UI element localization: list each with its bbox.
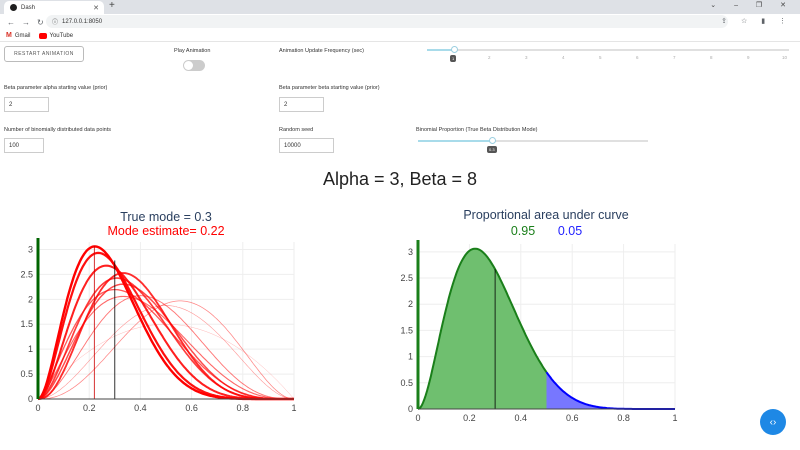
posterior-curves-chart: True mode = 0.3 Mode estimate= 0.22 0 0.2… (20, 210, 296, 413)
alpha-prior-input[interactable]: 2 (4, 97, 49, 112)
right-area-value: 0.05 (558, 224, 582, 238)
binomial-proportion-label: Binomial Proportion (True Beta Distribut… (416, 127, 538, 133)
slider-tick: 7 (673, 55, 676, 60)
y-tick-label: 0.5 (400, 378, 413, 388)
y-tick-label: 3 (408, 247, 413, 257)
slider-tick: 6 (636, 55, 639, 60)
x-tick-label: 0 (415, 413, 420, 423)
address-bar[interactable]: ⓘ 127.0.0.1:8050 (46, 15, 728, 28)
update-frequency-label: Animation Update Frequency (sec) (279, 48, 364, 54)
beta-prior-input[interactable]: 2 (279, 97, 324, 112)
posterior-curve (37, 295, 294, 400)
info-icon[interactable]: ⓘ (52, 20, 59, 26)
slider-handle[interactable] (451, 46, 458, 53)
play-animation-toggle[interactable] (183, 60, 205, 71)
close-tab-icon[interactable]: ✕ (93, 4, 99, 12)
bookmark-label: Gmail (14, 32, 31, 39)
x-tick-label: 1 (672, 413, 677, 423)
beta-prior-label: Beta parameter beta starting value (prio… (279, 85, 380, 91)
slider-value-tooltip: 0.3 (487, 146, 497, 153)
y-tick-label: 0.5 (20, 369, 33, 379)
posterior-curve (37, 264, 294, 401)
x-tick-label: 0.6 (185, 403, 198, 413)
y-tick-label: 2.5 (20, 269, 33, 279)
posterior-curve (37, 295, 294, 400)
slider-tick: 5 (599, 55, 602, 60)
reload-icon[interactable]: ↻ (37, 17, 44, 27)
y-tick-label: 3 (28, 244, 33, 254)
x-tick-label: 1 (291, 403, 296, 413)
youtube-icon (38, 32, 47, 39)
left-area-fill (418, 248, 547, 409)
slider-track (418, 140, 493, 142)
slider-track (427, 49, 454, 51)
x-tick-label: 0 (35, 403, 40, 413)
slider-value-tooltip: 1 (450, 55, 457, 62)
slider-tick: 8 (710, 55, 713, 60)
toggle-knob[interactable] (184, 61, 193, 70)
y-tick-label: 1.5 (400, 325, 413, 335)
alpha-prior-label: Beta parameter alpha starting value (pri… (4, 85, 108, 91)
slider-rail[interactable] (418, 140, 648, 142)
chart2-title: Proportional area under curve (463, 208, 628, 222)
y-tick-label: 1 (28, 344, 33, 354)
x-tick-label: 0.2 (83, 403, 96, 413)
data-points-input[interactable]: 100 (4, 138, 44, 153)
y-tick-label: 1 (408, 352, 413, 362)
left-area-value: 0.95 (511, 224, 535, 238)
left-curve (417, 247, 548, 410)
x-tick-label: 0.4 (134, 403, 147, 413)
x-tick-label: 0.6 (566, 413, 579, 423)
window-controls[interactable]: ⌄ – ❐ ✕ (710, 2, 794, 9)
dash-favicon-icon (10, 4, 17, 11)
bookmark-gmail[interactable]: M Gmail (6, 32, 31, 39)
slider-tick: 10 (782, 55, 788, 60)
slider-tick: 4 (562, 55, 565, 60)
url-text: 127.0.0.1:8050 (62, 18, 103, 25)
x-tick-label: 0.8 (617, 413, 630, 423)
y-tick-label: 2 (408, 299, 413, 309)
bookmarks-bar: M Gmail YouTube (0, 30, 800, 42)
slider-tick: 2 (488, 55, 491, 60)
new-tab-icon[interactable]: + (109, 0, 115, 11)
code-toggle-button[interactable]: ‹› (760, 409, 786, 435)
data-points-label: Number of binomially distributed data po… (4, 127, 112, 133)
toolbar-icons[interactable]: ⇪ ☆ ▮ ⋮ (721, 18, 792, 25)
forward-icon[interactable]: → (22, 17, 30, 27)
browser-tab-bar: Dash ✕ + ⌄ – ❐ ✕ (0, 0, 800, 14)
posterior-curve (38, 300, 295, 400)
y-tick-label: 2 (28, 294, 33, 304)
random-seed-input[interactable]: 10000 (279, 138, 334, 153)
y-tick-label: 2.5 (400, 273, 413, 283)
right-area-fill (546, 372, 675, 409)
tab-title: Dash (21, 4, 36, 11)
dash-app: RESTART ANIMATION Play Animation Animati… (0, 42, 800, 450)
random-seed-label: Random seed (279, 127, 314, 133)
area-under-curve-chart: Proportional area under curve 0.95 0.05 … (400, 208, 677, 423)
browser-toolbar: ← → ↻ ⓘ 127.0.0.1:8050 ⇪ ☆ ▮ ⋮ (0, 14, 800, 30)
restart-animation-button[interactable]: RESTART ANIMATION (4, 46, 84, 62)
x-tick-label: 0.8 (237, 403, 250, 413)
chart1-mode-estimate: Mode estimate= 0.22 (107, 224, 224, 238)
back-icon[interactable]: ← (7, 17, 15, 27)
y-tick-label: 1.5 (20, 319, 33, 329)
x-tick-label: 0.2 (463, 413, 476, 423)
gmail-icon: M (6, 32, 12, 39)
play-animation-label: Play Animation (174, 48, 211, 54)
bookmark-youtube[interactable]: YouTube (38, 32, 74, 39)
y-tick-label: 0 (408, 404, 413, 414)
slider-tick: 9 (747, 55, 750, 60)
slider-rail[interactable] (427, 49, 789, 51)
slider-handle[interactable] (489, 137, 496, 144)
y-tick-label: 0 (28, 394, 33, 404)
browser-tab[interactable]: Dash ✕ (4, 1, 104, 14)
x-tick-label: 0.4 (515, 413, 528, 423)
slider-tick: 3 (525, 55, 528, 60)
main-title: Alpha = 3, Beta = 8 (322, 169, 478, 189)
chart1-title: True mode = 0.3 (120, 210, 212, 224)
bookmark-label: YouTube (49, 32, 74, 39)
